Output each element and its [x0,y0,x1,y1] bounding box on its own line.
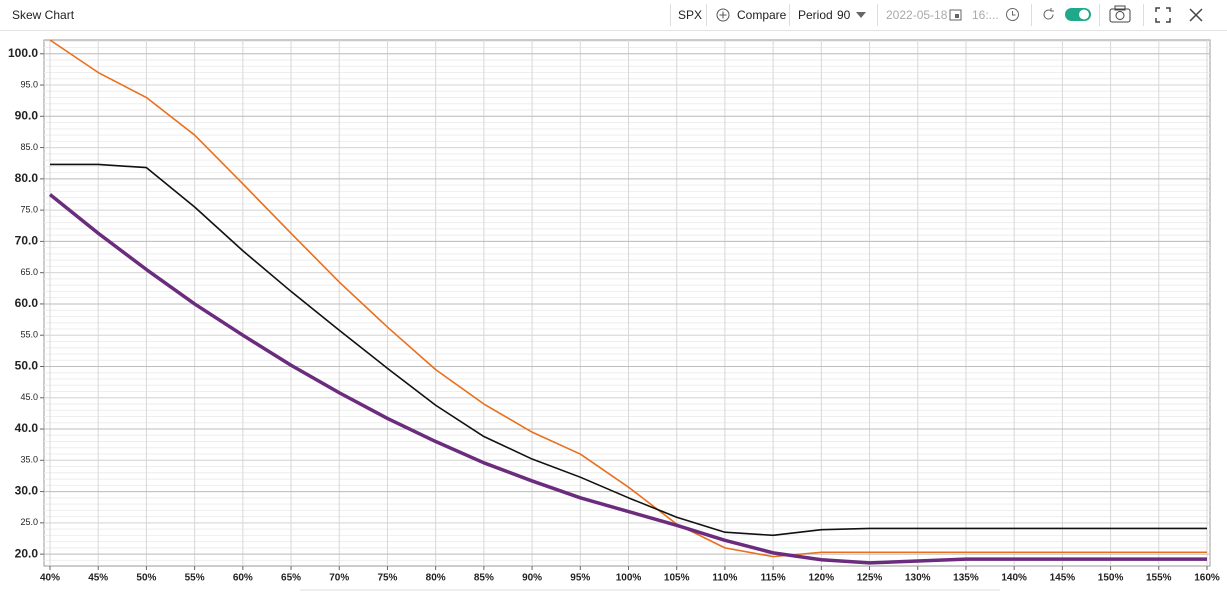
toggle[interactable] [1065,7,1091,22]
window-title: Skew Chart [12,8,75,22]
x-tick-label: 75% [377,573,397,584]
symbol-button[interactable]: SPX [678,8,703,22]
date-field[interactable]: 2022-05-18 [886,8,948,22]
y-tick-label: 65.0 [20,267,38,277]
y-tick-label: 45.0 [20,392,38,402]
x-tick-label: 155% [1146,573,1172,584]
y-tick-label: 75.0 [20,204,38,214]
y-tick-label: 90.0 [15,108,39,122]
x-tick-label: 135% [953,573,979,584]
y-tick-label: 80.0 [15,171,39,185]
series-line [48,193,1207,565]
x-tick-label: 160% [1194,573,1220,584]
x-tick-label: 50% [136,573,156,584]
chart: 40% 45% 50% 55% 60% 65% 70% 75% 80% 85% 90% 95% 100%… [8,39,1220,591]
x-tick-label: 40% [40,573,60,584]
y-tick-label: 35.0 [20,455,38,465]
x-tick-label: 80% [426,573,446,584]
x-tick-label: 100% [616,573,642,584]
x-tick-label: 85% [474,573,494,584]
y-tick-label: 25.0 [20,517,38,527]
x-tick-label: 45% [88,573,108,584]
close-icon[interactable] [1189,8,1203,22]
x-tick-label: 130% [905,573,931,584]
period-select[interactable]: 90 [837,8,851,22]
y-tick-label: 60.0 [15,296,39,310]
y-tick-label: 85.0 [20,142,38,152]
x-tick-label: 140% [1001,573,1027,584]
x-tick-label: 65% [281,573,301,584]
toolbar: Skew Chart SPX Compare Period 90 2022-05… [0,0,1227,31]
x-tick-label: 125% [857,573,883,584]
x-tick-label: 70% [329,573,349,584]
time-field[interactable]: 16:... [972,8,999,22]
x-tick-label: 150% [1098,573,1124,584]
y-tick-label: 30.0 [15,484,39,498]
y-tick-label: 50.0 [15,359,39,373]
y-tick-label: 55.0 [20,330,38,340]
x-tick-label: 105% [664,573,690,584]
x-tick-label: 120% [809,573,835,584]
x-tick-label: 110% [712,573,737,584]
fullscreen-icon[interactable] [1155,7,1171,23]
camera-icon[interactable] [1108,5,1132,24]
x-tick-label: 95% [570,573,590,584]
x-tick-label: 115% [761,573,786,584]
series-line [50,163,1207,537]
x-tick-label: 145% [1050,573,1076,584]
x-tick-label: 60% [233,573,253,584]
series-line [49,39,1207,558]
y-tick-label: 70.0 [15,234,39,248]
period-label: Period [798,8,833,22]
calendar-icon[interactable] [949,8,962,21]
compare-icon[interactable] [716,8,730,22]
x-tick-label: 90% [522,573,542,584]
clock-icon[interactable] [1005,7,1020,22]
dropdown-arrow[interactable] [856,12,866,18]
x-tick-label: 55% [185,573,205,584]
y-tick-label: 20.0 [15,546,39,560]
refresh-icon[interactable] [1041,7,1056,22]
y-tick-label: 100.0 [8,46,38,60]
y-tick-label: 40.0 [15,421,39,435]
plot-area [43,39,1211,567]
y-tick-label: 95.0 [20,79,38,89]
compare-button[interactable]: Compare [737,8,787,22]
